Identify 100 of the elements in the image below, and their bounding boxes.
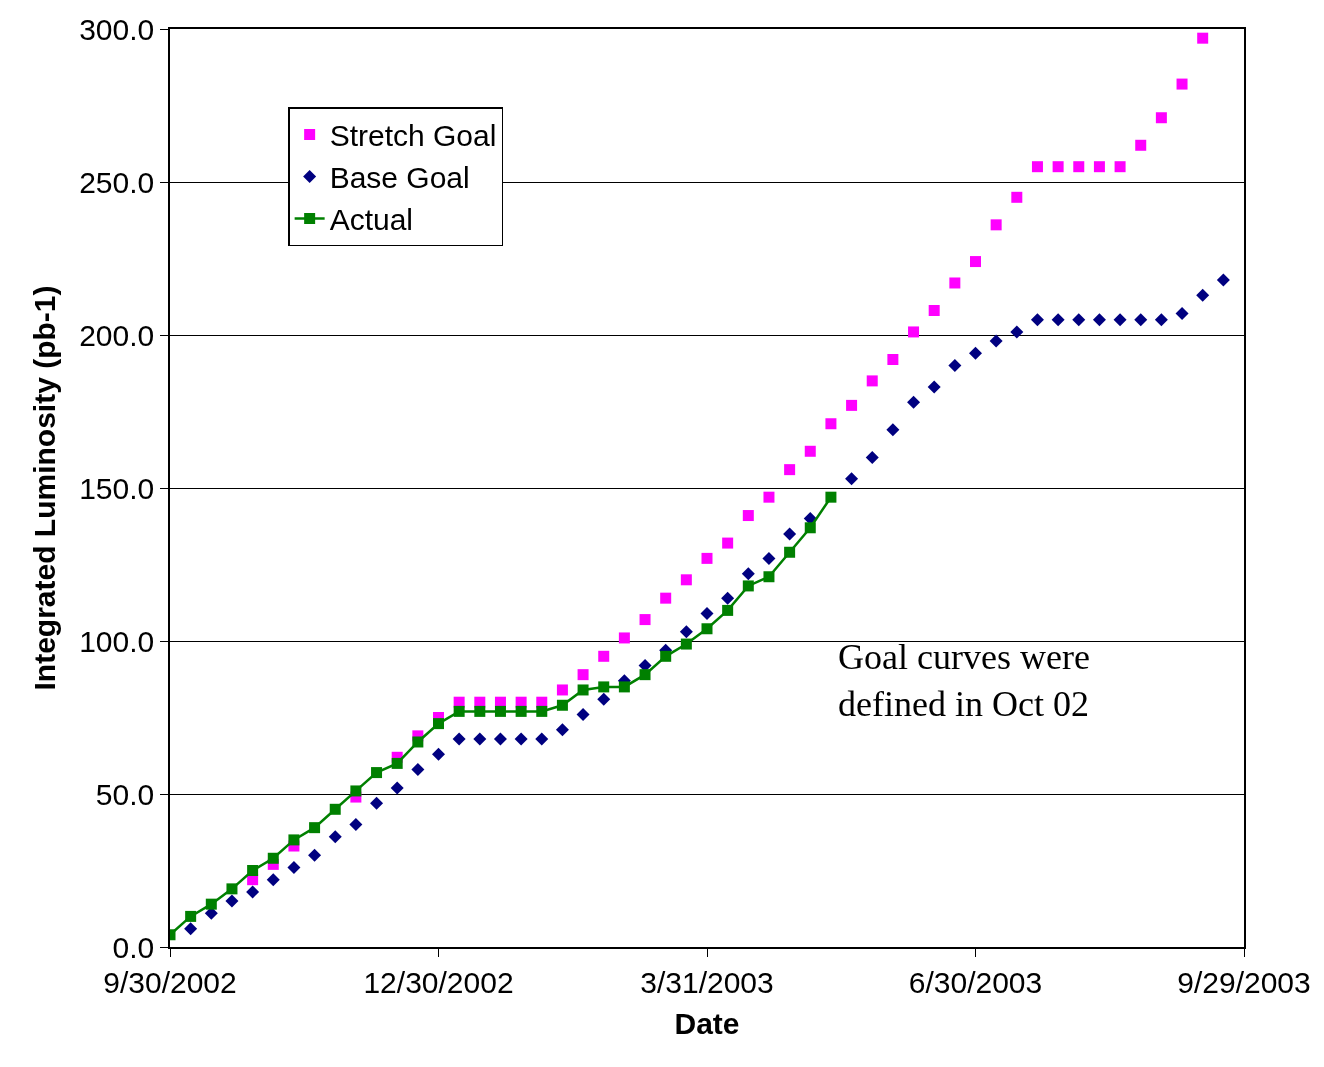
point	[701, 552, 713, 564]
point	[493, 732, 507, 746]
point	[349, 818, 363, 832]
point	[722, 537, 734, 549]
point	[474, 705, 486, 717]
x-tick-label: 9/29/2003	[1177, 965, 1311, 999]
point	[741, 567, 755, 581]
point	[288, 834, 300, 846]
point	[577, 684, 589, 696]
point	[246, 885, 260, 899]
point	[1073, 161, 1085, 173]
point	[535, 732, 549, 746]
point	[680, 638, 692, 650]
point	[205, 898, 217, 910]
y-tick-label: 50.0	[95, 777, 155, 811]
point	[1216, 273, 1230, 287]
point	[371, 767, 383, 779]
y-tick-label: 100.0	[79, 624, 155, 658]
point	[783, 527, 797, 541]
point	[660, 650, 672, 662]
point	[391, 757, 403, 769]
point	[309, 822, 321, 834]
x-tick-label: 12/30/2002	[363, 965, 514, 999]
point	[514, 732, 528, 746]
point	[1134, 313, 1148, 327]
point	[1093, 161, 1105, 173]
legend-label: Actual	[329, 203, 414, 237]
point	[804, 445, 816, 457]
point	[701, 623, 713, 635]
point	[887, 353, 899, 365]
point	[721, 591, 735, 605]
y-tick-label: 0.0	[112, 930, 155, 964]
point	[969, 346, 982, 360]
point	[370, 796, 384, 810]
point	[1052, 161, 1064, 173]
point	[1197, 32, 1209, 44]
point	[598, 650, 610, 662]
point	[928, 305, 940, 317]
x-axis-title: Date	[674, 1006, 740, 1040]
point	[700, 606, 714, 620]
point	[185, 910, 197, 922]
point	[390, 781, 404, 795]
point	[576, 707, 590, 721]
point	[846, 399, 858, 411]
point	[1176, 78, 1188, 90]
point	[970, 256, 981, 268]
point	[184, 922, 198, 936]
point	[679, 625, 693, 639]
point	[556, 684, 568, 696]
point	[1092, 313, 1106, 327]
y-tick-label: 200.0	[79, 318, 155, 352]
x-tick-label: 3/31/2003	[640, 965, 774, 999]
point	[1196, 288, 1210, 302]
point	[555, 723, 569, 737]
point	[1135, 139, 1147, 151]
point	[763, 571, 775, 583]
point	[556, 699, 568, 711]
point	[762, 551, 776, 565]
point	[886, 423, 900, 437]
point	[328, 830, 342, 844]
point	[266, 873, 280, 887]
y-tick-label: 250.0	[79, 165, 155, 199]
point	[515, 705, 527, 717]
legend-label: Stretch Goal	[329, 119, 497, 153]
point	[722, 604, 734, 616]
point	[845, 472, 859, 486]
annotation: Goal curves were defined in Oct 02	[838, 637, 1090, 724]
point	[433, 718, 444, 730]
point	[927, 380, 941, 394]
point	[742, 580, 754, 592]
point	[990, 219, 1002, 231]
point	[411, 763, 425, 777]
point	[639, 614, 651, 626]
y-tick-label: 150.0	[79, 471, 155, 505]
point	[948, 359, 962, 373]
point	[308, 848, 322, 862]
point	[225, 894, 239, 908]
point	[1114, 161, 1126, 173]
point	[432, 747, 445, 761]
point	[865, 450, 879, 464]
point	[825, 491, 837, 503]
point	[866, 375, 878, 387]
point	[453, 705, 465, 717]
point	[763, 491, 775, 503]
point	[825, 418, 837, 430]
point	[742, 510, 754, 522]
x-tick-label: 6/30/2003	[908, 965, 1043, 999]
point	[784, 464, 796, 476]
point	[247, 865, 259, 876]
point	[639, 669, 651, 681]
point	[329, 803, 341, 815]
point	[536, 705, 548, 717]
point	[1155, 112, 1167, 124]
point	[1113, 313, 1127, 327]
point	[598, 681, 610, 693]
point	[267, 852, 279, 864]
point	[287, 860, 301, 874]
y-axis-title: Integrated Luminosity (pb-1)	[27, 285, 61, 691]
x-tick-label: 9/30/2002	[103, 965, 237, 999]
point	[907, 395, 921, 409]
